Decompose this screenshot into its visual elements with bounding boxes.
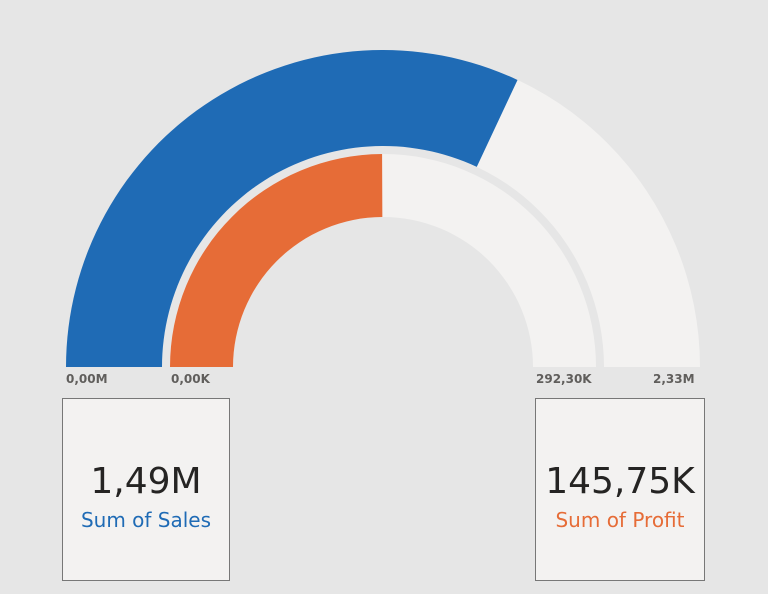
sales-card: 1,49M Sum of Sales [62, 398, 230, 581]
profit-max-label: 292,30K [536, 372, 592, 386]
sales-value: 1,49M [90, 461, 202, 502]
sales-min-label: 0,00M [66, 372, 108, 386]
sales-max-label: 2,33M [653, 372, 695, 386]
profit-gauge-fill [170, 154, 383, 367]
profit-value: 145,75K [545, 461, 695, 502]
profit-label: Sum of Profit [555, 508, 685, 532]
sales-gauge-fill [66, 50, 518, 367]
sales-label: Sum of Sales [80, 508, 212, 532]
profit-card: 145,75K Sum of Profit [535, 398, 705, 581]
profit-min-label: 0,00K [171, 372, 210, 386]
